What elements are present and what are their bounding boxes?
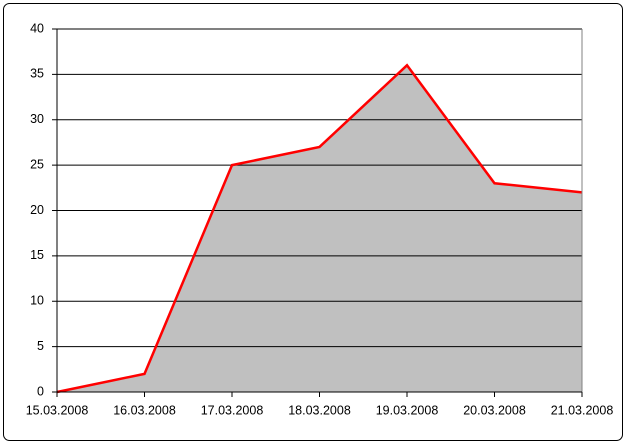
- y-tick-label: 25: [30, 157, 44, 171]
- y-tick-label: 10: [30, 294, 44, 308]
- x-tick-label: 21.03.2008: [551, 403, 614, 417]
- x-tick-label: 20.03.2008: [463, 403, 526, 417]
- y-tick-label: 20: [30, 203, 44, 217]
- y-tick-label: 30: [30, 112, 44, 126]
- y-tick-label: 5: [37, 339, 44, 353]
- area-line: [56, 63, 583, 394]
- y-tick-label: 35: [30, 67, 44, 81]
- x-tick-label: 19.03.2008: [376, 403, 439, 417]
- x-tick-label: 16.03.2008: [113, 403, 176, 417]
- area-fill: [57, 65, 582, 393]
- x-tick-label: 17.03.2008: [201, 403, 264, 417]
- y-tick-label: 0: [37, 384, 44, 398]
- x-tick-label: 18.03.2008: [288, 403, 351, 417]
- y-tick-label: 40: [30, 21, 44, 35]
- x-tick-label: 15.03.2008: [26, 403, 89, 417]
- y-tick-label: 15: [30, 248, 44, 262]
